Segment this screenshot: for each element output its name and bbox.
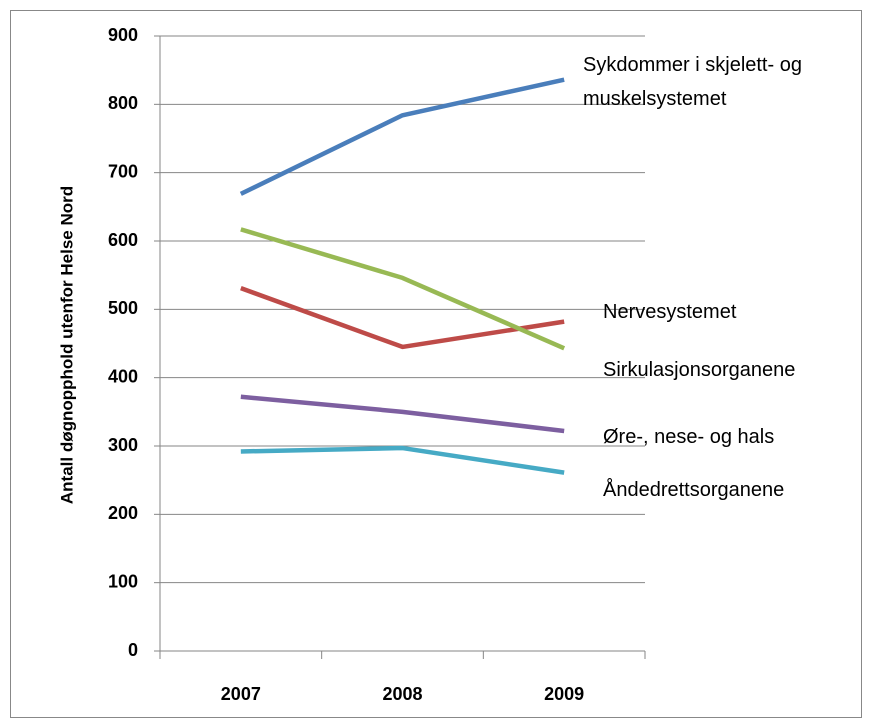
series-line	[240, 445, 565, 475]
y-tick-label: 500	[108, 298, 138, 318]
chart-border	[10, 10, 862, 718]
y-tick-label: 100	[108, 571, 138, 591]
y-tick-label: 200	[108, 503, 138, 523]
x-tick-label: 2007	[221, 684, 261, 704]
series-label: Øre-, nese- og hals	[603, 426, 775, 448]
series-label: Sykdommer i skjelett- og muskelsystemet	[583, 54, 802, 110]
x-tick-label: 2008	[382, 684, 422, 704]
series-line	[240, 227, 566, 351]
series-line	[240, 286, 565, 350]
y-tick-label: 300	[108, 435, 138, 455]
y-tick-label: 900	[108, 25, 138, 45]
y-tick-label: 0	[128, 640, 138, 660]
y-tick-label: 600	[108, 230, 138, 250]
series-label: Åndedrettsorganene	[603, 479, 785, 501]
y-tick-label: 400	[108, 366, 138, 386]
series-label: Sirkulasjonsorganene	[603, 359, 796, 381]
x-tick-label: 2009	[544, 684, 584, 704]
y-tick-label: 800	[108, 93, 138, 113]
series-label: Nervesystemet	[603, 301, 737, 323]
series-line	[240, 394, 565, 434]
y-axis-label: Antall døgnopphold utenfor Helse Nord	[57, 186, 76, 504]
series-line	[239, 77, 565, 196]
y-tick-label: 700	[108, 161, 138, 181]
